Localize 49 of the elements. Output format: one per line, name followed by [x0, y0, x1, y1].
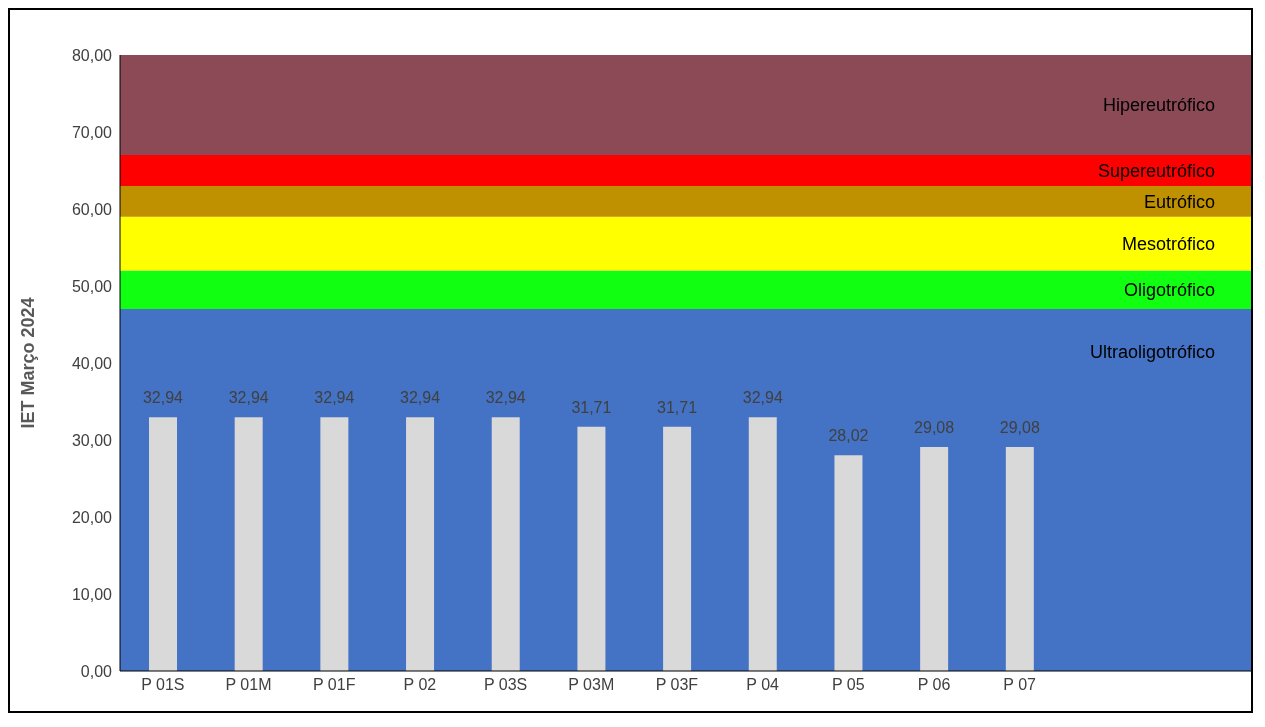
data-label: 32,94 — [742, 389, 783, 407]
bar — [1005, 447, 1034, 671]
bar — [149, 417, 177, 671]
bar — [577, 426, 606, 671]
bar — [834, 455, 863, 671]
x-tick-label: P 01F — [313, 676, 356, 694]
bar — [663, 426, 692, 671]
y-tick-label: 20,00 — [71, 508, 113, 526]
y-tick-label: 10,00 — [71, 585, 113, 603]
bar — [748, 417, 777, 671]
bar — [491, 417, 520, 671]
data-label: 28,02 — [828, 427, 869, 445]
x-tick-label: P 03M — [568, 676, 615, 694]
data-label: 31,71 — [571, 398, 612, 416]
data-label: 29,08 — [999, 419, 1040, 437]
y-tick-label: 50,00 — [71, 277, 113, 295]
band-label: Supereutrófico — [1097, 160, 1215, 181]
x-tick-label: P 02 — [403, 676, 437, 694]
data-label: 32,94 — [485, 389, 526, 407]
y-tick-label: 60,00 — [71, 200, 113, 218]
data-label: 32,94 — [314, 389, 355, 407]
y-tick-label: 80,00 — [71, 46, 113, 64]
data-label: 32,94 — [142, 389, 184, 407]
bar — [320, 417, 349, 671]
band-label: Eutrófico — [1143, 191, 1215, 212]
data-label: 32,94 — [400, 389, 441, 407]
y-axis-title: IET Março 2024 — [18, 297, 39, 429]
data-label: 32,94 — [228, 389, 269, 407]
x-tick-label: P 04 — [746, 676, 780, 694]
bar — [234, 417, 263, 671]
bar — [920, 447, 949, 671]
band-label: Ultraoligotrófico — [1089, 341, 1215, 362]
data-label: 31,71 — [657, 398, 698, 416]
x-tick-label: P 01S — [141, 676, 185, 694]
x-tick-label: P 03F — [655, 676, 699, 694]
x-tick-label: P 05 — [831, 676, 865, 694]
y-tick-label: 30,00 — [71, 431, 113, 449]
x-tick-label: P 01M — [225, 676, 272, 694]
band-label: Oligotrófico — [1123, 280, 1215, 301]
data-label: 29,08 — [914, 419, 955, 437]
x-tick-label: P 03S — [483, 676, 528, 694]
x-tick-label: P 07 — [1003, 676, 1037, 694]
y-tick-label: 40,00 — [71, 354, 113, 372]
band-label: Hipereutrófico — [1102, 95, 1215, 116]
band-label: Mesotrófico — [1121, 234, 1215, 255]
y-tick-label: 0,00 — [80, 662, 113, 680]
x-tick-label: P 06 — [917, 676, 951, 694]
y-tick-label: 70,00 — [71, 123, 113, 141]
bar — [406, 417, 435, 671]
